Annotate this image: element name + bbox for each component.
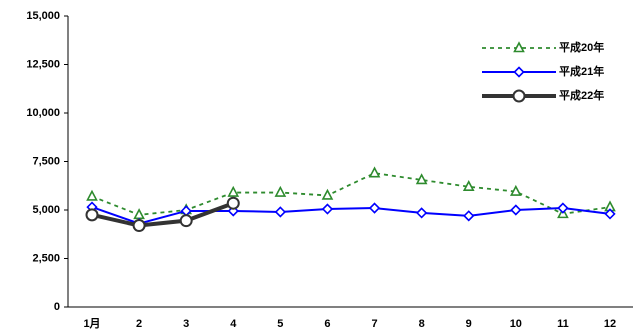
marker bbox=[226, 196, 240, 210]
x-tick-label: 10 bbox=[510, 318, 522, 330]
y-tick-label: 10,000 bbox=[26, 107, 60, 119]
x-tick-label: 4 bbox=[230, 318, 237, 330]
x-tick-label: 11 bbox=[557, 318, 569, 330]
marker bbox=[415, 173, 428, 185]
x-tick-label: 5 bbox=[277, 318, 283, 330]
marker bbox=[321, 188, 334, 200]
y-tick-label: 7,500 bbox=[32, 155, 60, 167]
marker bbox=[321, 203, 334, 215]
y-tick-label: 15,000 bbox=[26, 10, 60, 22]
y-tick-label: 12,500 bbox=[26, 58, 60, 70]
marker bbox=[604, 208, 616, 220]
x-tick-label: 3 bbox=[183, 318, 189, 330]
marker bbox=[512, 89, 526, 103]
marker bbox=[85, 208, 99, 222]
marker bbox=[133, 208, 145, 220]
legend-label: 平成22年 bbox=[559, 88, 604, 102]
marker bbox=[416, 207, 428, 219]
y-tick-label: 0 bbox=[54, 301, 60, 313]
marker bbox=[463, 210, 475, 222]
legend-label: 平成21年 bbox=[559, 64, 604, 78]
marker bbox=[368, 202, 381, 214]
marker bbox=[513, 66, 525, 78]
marker bbox=[86, 189, 98, 201]
marker bbox=[368, 166, 381, 178]
marker bbox=[510, 204, 522, 216]
series-line bbox=[91, 201, 234, 228]
x-tick-label: 6 bbox=[324, 318, 330, 330]
x-tick-label: 12 bbox=[604, 318, 616, 330]
marker bbox=[274, 185, 287, 197]
y-tick-label: 2,500 bbox=[32, 252, 60, 264]
x-tick-label: 2 bbox=[136, 318, 142, 330]
marker bbox=[132, 219, 146, 233]
marker bbox=[274, 206, 286, 218]
series-line bbox=[91, 172, 611, 216]
x-tick-label: 1月 bbox=[83, 317, 100, 330]
x-tick-label: 9 bbox=[466, 318, 472, 330]
x-tick-label: 8 bbox=[419, 318, 425, 330]
marker bbox=[513, 41, 525, 53]
x-tick-label: 7 bbox=[371, 318, 377, 330]
marker bbox=[557, 202, 569, 214]
series-line bbox=[91, 206, 611, 225]
marker bbox=[509, 184, 522, 196]
marker bbox=[179, 214, 193, 228]
y-tick-label: 5,000 bbox=[32, 204, 60, 216]
legend-label: 平成20年 bbox=[559, 40, 604, 54]
marker bbox=[462, 180, 475, 192]
marker bbox=[227, 185, 240, 197]
